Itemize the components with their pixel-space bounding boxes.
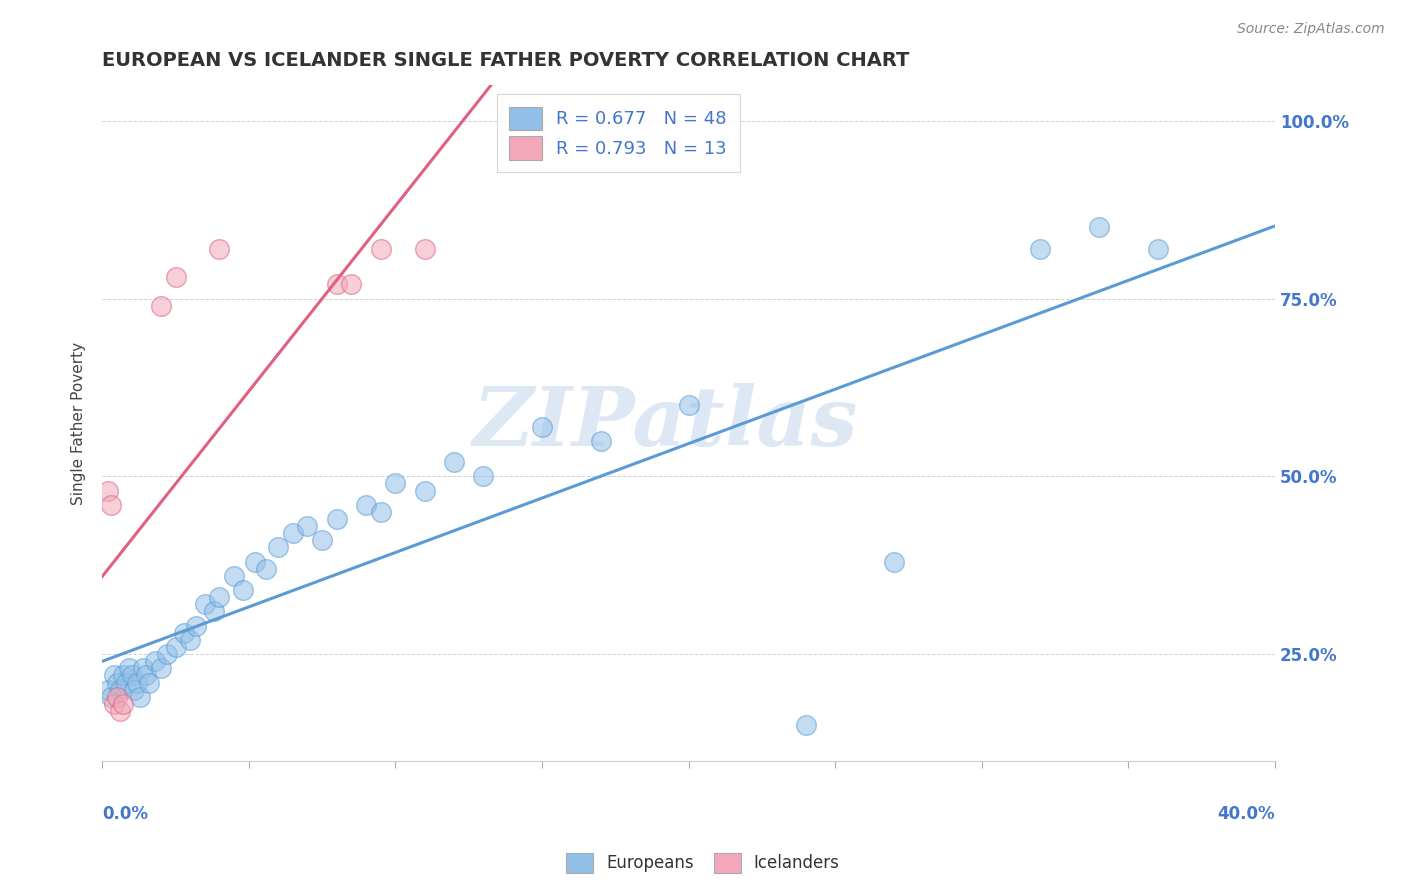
Point (105, 675, 128, 690)
Point (224, 569, 246, 583)
Point (354, 498, 377, 512)
Point (129, 690, 152, 704)
Y-axis label: Single Father Poverty: Single Father Poverty (72, 342, 86, 505)
Point (149, 299, 172, 313)
Point (326, 277, 349, 292)
Point (108, 682, 131, 697)
Point (1146, 242, 1168, 256)
Point (232, 583, 254, 598)
Point (105, 690, 128, 704)
Point (132, 661, 155, 675)
Point (297, 519, 319, 533)
Point (202, 605, 225, 619)
Point (111, 668, 134, 682)
Point (194, 598, 217, 612)
Text: ZIPatlas: ZIPatlas (472, 383, 858, 463)
Point (243, 555, 266, 569)
Point (97, 483, 120, 498)
Point (127, 675, 149, 690)
Point (326, 512, 349, 526)
Point (1029, 242, 1052, 256)
Point (530, 419, 553, 434)
Point (124, 682, 146, 697)
Point (472, 469, 495, 483)
Point (413, 242, 436, 256)
Point (103, 697, 125, 711)
Point (173, 625, 195, 640)
Text: 40.0%: 40.0% (1218, 805, 1275, 822)
Point (103, 668, 125, 682)
Point (138, 675, 160, 690)
Point (100, 498, 122, 512)
Point (108, 704, 131, 718)
Point (384, 476, 406, 491)
Point (281, 526, 304, 541)
Point (883, 555, 905, 569)
Text: EUROPEAN VS ICELANDER SINGLE FATHER POVERTY CORRELATION CHART: EUROPEAN VS ICELANDER SINGLE FATHER POVE… (103, 51, 910, 70)
Point (311, 533, 333, 548)
Point (184, 618, 207, 632)
Point (149, 661, 172, 675)
Legend: Europeans, Icelanders: Europeans, Icelanders (560, 847, 846, 880)
Point (179, 632, 201, 647)
Point (794, 718, 817, 732)
Point (165, 270, 187, 285)
Point (208, 242, 231, 256)
Point (121, 668, 143, 682)
Text: Source: ZipAtlas.com: Source: ZipAtlas.com (1237, 22, 1385, 37)
Point (111, 697, 134, 711)
Point (589, 434, 612, 448)
Point (156, 647, 179, 661)
Text: 0.0%: 0.0% (103, 805, 148, 822)
Point (340, 277, 363, 292)
Point (443, 455, 465, 469)
Point (165, 640, 187, 654)
Point (208, 591, 231, 605)
Point (267, 541, 290, 555)
Point (100, 690, 122, 704)
Point (370, 505, 392, 519)
Point (370, 242, 392, 256)
Point (114, 675, 136, 690)
Point (678, 398, 700, 412)
Point (413, 483, 436, 498)
Point (1088, 220, 1111, 235)
Point (254, 562, 277, 576)
Legend: R = 0.677   N = 48, R = 0.793   N = 13: R = 0.677 N = 48, R = 0.793 N = 13 (496, 95, 740, 172)
Point (135, 668, 157, 682)
Point (143, 654, 166, 668)
Point (97, 682, 120, 697)
Point (117, 661, 139, 675)
